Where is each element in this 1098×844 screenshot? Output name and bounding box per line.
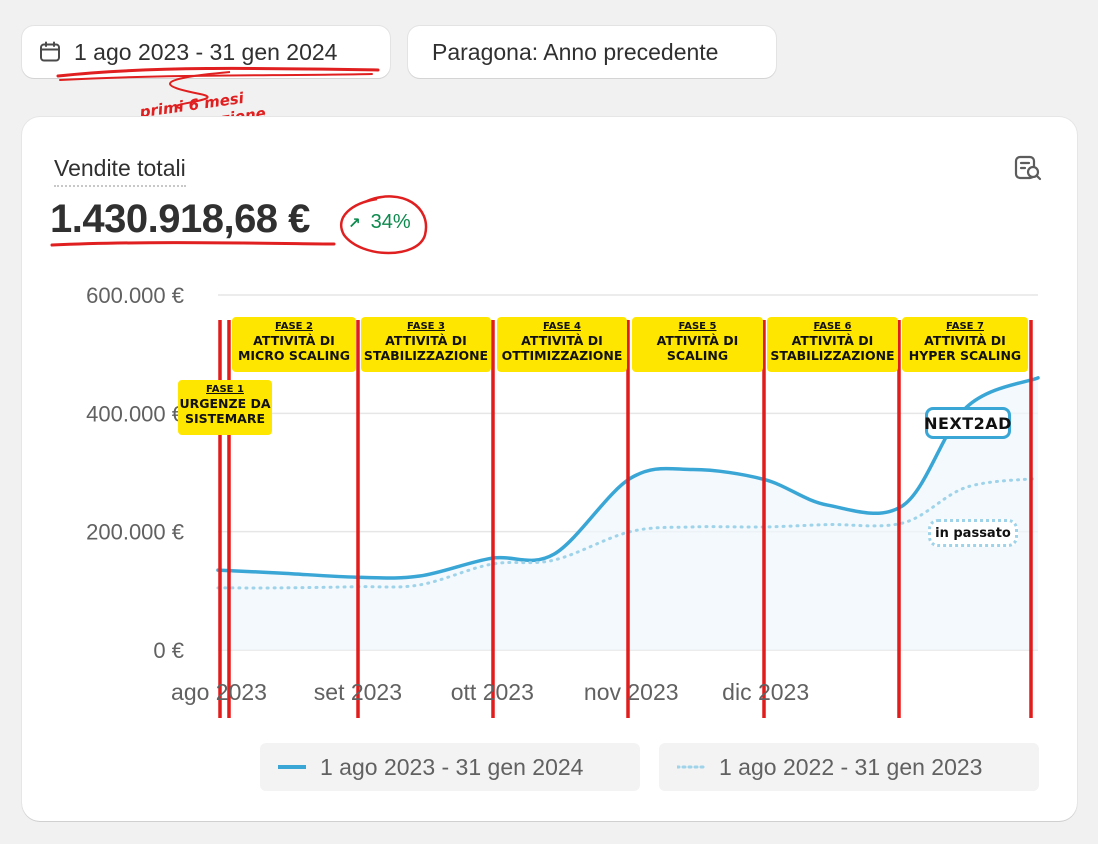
phase-text: ATTIVITÀ DI OTTIMIZZAZIONE	[501, 333, 623, 363]
phase-number: FASE 1	[206, 384, 244, 395]
x-tick-label: ago 2023	[171, 679, 267, 705]
phase-box: FASE 1 URGENZE DA SISTEMARE	[178, 380, 272, 435]
legend-item-previous[interactable]: 1 ago 2022 - 31 gen 2023	[659, 743, 1039, 791]
x-tick-label: nov 2023	[584, 679, 679, 705]
phase-text: ATTIVITÀ DI HYPER SCALING	[908, 333, 1022, 363]
series-line-current	[216, 376, 1040, 580]
phase-number: FASE 6	[813, 321, 852, 332]
phase-text: ATTIVITÀ DI SCALING	[656, 333, 739, 363]
phase-box: FASE 5 ATTIVITÀ DI SCALING	[632, 317, 763, 372]
legend-swatch-current	[278, 765, 306, 769]
phase-text: ATTIVITÀ DI STABILIZZAZIONE	[770, 333, 895, 363]
metric-title[interactable]: Vendite totali	[54, 155, 186, 187]
x-tick-label: set 2023	[314, 679, 402, 705]
report-search-icon[interactable]	[1013, 153, 1043, 183]
delta-circle-annotation	[340, 195, 428, 255]
metric-value: 1.430.918,68 €	[50, 197, 310, 241]
legend-label-current: 1 ago 2023 - 31 gen 2024	[320, 753, 584, 780]
date-range-label: 1 ago 2023 - 31 gen 2024	[74, 38, 338, 65]
phase-number: FASE 7	[946, 321, 984, 332]
phase-number: FASE 4	[543, 321, 581, 332]
phase-text: ATTIVITÀ DI STABILIZZAZIONE	[363, 333, 489, 363]
past-badge: in passato	[928, 519, 1018, 547]
date-range-button[interactable]: 1 ago 2023 - 31 gen 2024	[22, 26, 390, 78]
phase-text: ATTIVITÀ DI MICRO SCALING	[237, 333, 351, 363]
phase-text: URGENZE DA SISTEMARE	[179, 396, 271, 426]
compare-label: Paragona: Anno precedente	[432, 38, 719, 65]
phase-box: FASE 2 ATTIVITÀ DI MICRO SCALING	[232, 317, 356, 372]
brand-badge: NEXT2AD	[924, 407, 1011, 439]
sales-card: Vendite totali 1.430.918,68 € ↗ 34% 0 € 2…	[22, 117, 1077, 821]
phase-number: FASE 2	[275, 321, 313, 332]
calendar-icon	[40, 41, 60, 62]
value-underline-annotation	[50, 241, 336, 247]
arrow-up-right-icon: ↗	[348, 214, 361, 232]
x-tick-label: ott 2023	[451, 679, 534, 705]
legend-label-previous: 1 ago 2022 - 31 gen 2023	[719, 753, 983, 780]
legend-item-current[interactable]: 1 ago 2023 - 31 gen 2024	[260, 743, 640, 791]
phase-box: FASE 3 ATTIVITÀ DI STABILIZZAZIONE	[361, 317, 491, 372]
phase-box: FASE 7 ATTIVITÀ DI HYPER SCALING	[902, 317, 1028, 372]
phase-number: FASE 5	[678, 321, 717, 332]
legend-swatch-previous	[677, 765, 705, 769]
delta-value: 34%	[370, 211, 411, 233]
y-tick-label: 200.000 €	[86, 520, 184, 545]
sales-chart: 0 € 200.000 € 400.000 € 600.000 € ago 2023 se…	[50, 195, 1040, 718]
compare-button[interactable]: Paragona: Anno precedente	[408, 26, 776, 78]
delta-badge: ↗ 34%	[348, 211, 411, 234]
phase-box: FASE 4 ATTIVITÀ DI OTTIMIZZAZIONE	[497, 317, 627, 372]
y-tick-label: 0 €	[153, 638, 184, 663]
phase-box: FASE 6 ATTIVITÀ DI STABILIZZAZIONE	[767, 317, 898, 372]
x-tick-label: dic 2023	[722, 679, 809, 705]
y-tick-label: 400.000 €	[86, 401, 184, 426]
y-tick-label: 600.000 €	[86, 283, 184, 308]
phase-number: FASE 3	[407, 321, 445, 332]
